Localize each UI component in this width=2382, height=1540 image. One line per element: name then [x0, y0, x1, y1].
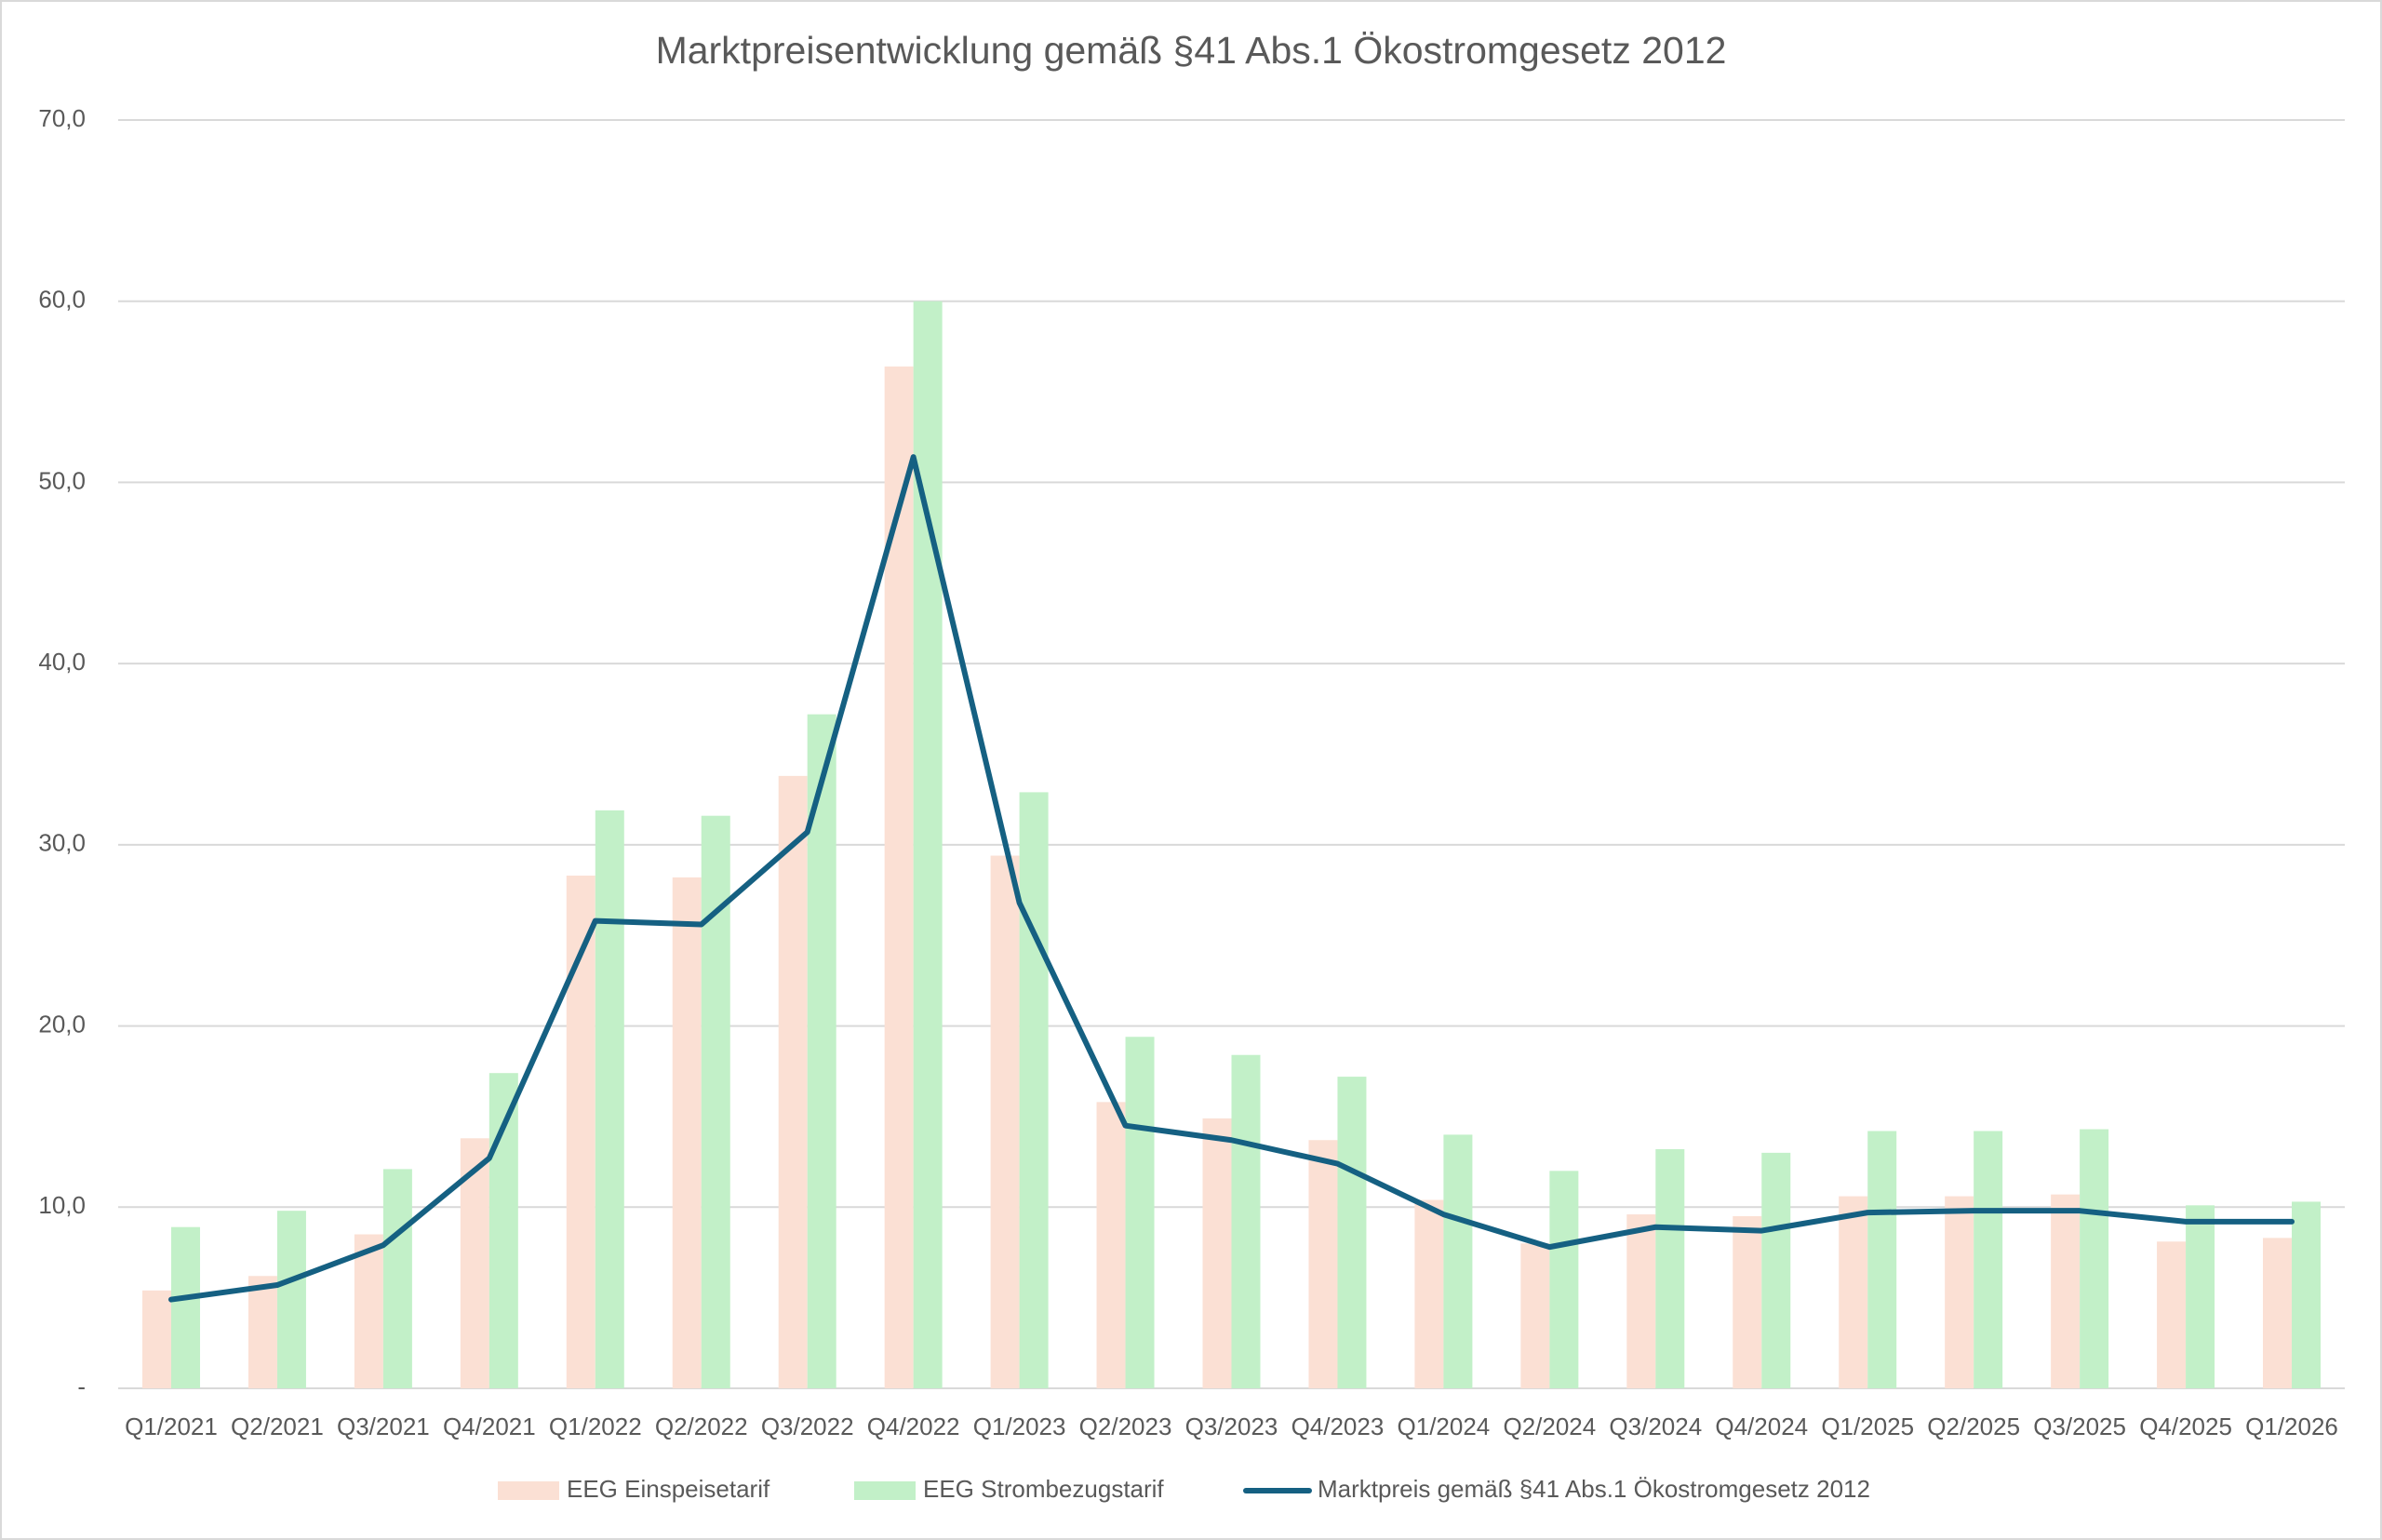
bar — [1019, 792, 1049, 1388]
bar — [566, 875, 596, 1388]
bar — [1443, 1134, 1473, 1388]
bar — [1308, 1140, 1338, 1388]
x-tick-label: Q2/2022 — [655, 1413, 748, 1440]
y-tick-label: - — [77, 1373, 86, 1400]
bar — [2186, 1205, 2215, 1388]
x-tick-label: Q1/2026 — [2245, 1413, 2338, 1440]
bar — [354, 1234, 383, 1388]
x-tick-label: Q3/2024 — [1609, 1413, 1702, 1440]
x-tick-label: Q3/2023 — [1185, 1413, 1278, 1440]
y-tick-label: 60,0 — [38, 286, 86, 314]
bar — [1520, 1243, 1550, 1388]
x-tick-label: Q4/2023 — [1291, 1413, 1385, 1440]
x-tick-label: Q2/2023 — [1079, 1413, 1172, 1440]
x-tick-label: Q4/2025 — [2139, 1413, 2232, 1440]
x-tick-label: Q1/2021 — [125, 1413, 218, 1440]
bar — [2157, 1241, 2187, 1388]
bar — [1974, 1131, 2003, 1388]
y-tick-label: 70,0 — [38, 104, 86, 132]
bar — [141, 1290, 171, 1388]
bar — [1733, 1216, 1762, 1388]
bar — [1761, 1152, 1791, 1388]
x-tick-label: Q4/2024 — [1715, 1413, 1808, 1440]
bar — [807, 714, 836, 1388]
bar — [778, 775, 808, 1388]
x-tick-label: Q4/2022 — [867, 1413, 960, 1440]
legend-swatch — [498, 1481, 559, 1500]
legend-swatch — [854, 1481, 916, 1500]
bar — [1867, 1131, 1897, 1388]
bar — [170, 1226, 200, 1388]
bar — [990, 855, 1020, 1388]
bar — [382, 1169, 412, 1388]
bar — [1626, 1214, 1656, 1388]
bar — [2292, 1201, 2322, 1388]
bar — [1945, 1196, 1974, 1388]
bar — [595, 810, 624, 1388]
x-tick-label: Q1/2024 — [1398, 1413, 1491, 1440]
x-tick-label: Q1/2023 — [973, 1413, 1066, 1440]
x-tick-label: Q4/2021 — [443, 1413, 536, 1440]
x-tick-label: Q1/2022 — [549, 1413, 642, 1440]
x-tick-label: Q2/2024 — [1503, 1413, 1596, 1440]
bar — [1096, 1102, 1126, 1388]
y-tick-label: 10,0 — [38, 1191, 86, 1219]
bar — [672, 877, 702, 1388]
bar — [1337, 1077, 1367, 1388]
x-tick-label: Q2/2021 — [231, 1413, 324, 1440]
legend-label: EEG Strombezugstarif — [923, 1475, 1164, 1503]
bar — [1125, 1037, 1155, 1388]
y-tick-label: 50,0 — [38, 466, 86, 494]
x-tick-label: Q3/2025 — [2033, 1413, 2126, 1440]
bar — [248, 1276, 277, 1388]
x-tick-label: Q3/2021 — [337, 1413, 430, 1440]
line-series — [167, 454, 2295, 1303]
bar — [1655, 1148, 1685, 1388]
bar — [1549, 1171, 1579, 1388]
bar — [2051, 1194, 2081, 1388]
y-tick-label: 40,0 — [38, 648, 86, 676]
x-tick-label: Q1/2025 — [1821, 1413, 1914, 1440]
legend-label: EEG Einspeisetarif — [567, 1475, 770, 1503]
bar — [1202, 1118, 1232, 1388]
bar — [1414, 1199, 1444, 1388]
x-tick-label: Q3/2022 — [761, 1413, 854, 1440]
bar — [276, 1211, 306, 1388]
bar — [2080, 1129, 2109, 1388]
bar — [2263, 1238, 2293, 1388]
chart-title: Marktpreisentwicklung gemäß §41 Abs.1 Ök… — [656, 29, 1727, 72]
bar — [884, 366, 914, 1389]
bar — [1231, 1054, 1261, 1388]
legend-label: Marktpreis gemäß §41 Abs.1 Ökostromgeset… — [1318, 1475, 1870, 1503]
y-tick-label: 30,0 — [38, 829, 86, 857]
bar — [1839, 1196, 1868, 1388]
x-tick-label: Q2/2025 — [1927, 1413, 2020, 1440]
y-tick-label: 20,0 — [38, 1010, 86, 1038]
